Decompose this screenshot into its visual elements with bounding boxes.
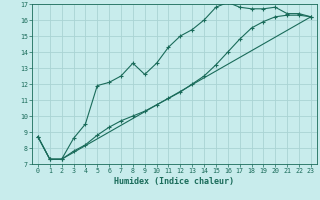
X-axis label: Humidex (Indice chaleur): Humidex (Indice chaleur) (115, 177, 234, 186)
